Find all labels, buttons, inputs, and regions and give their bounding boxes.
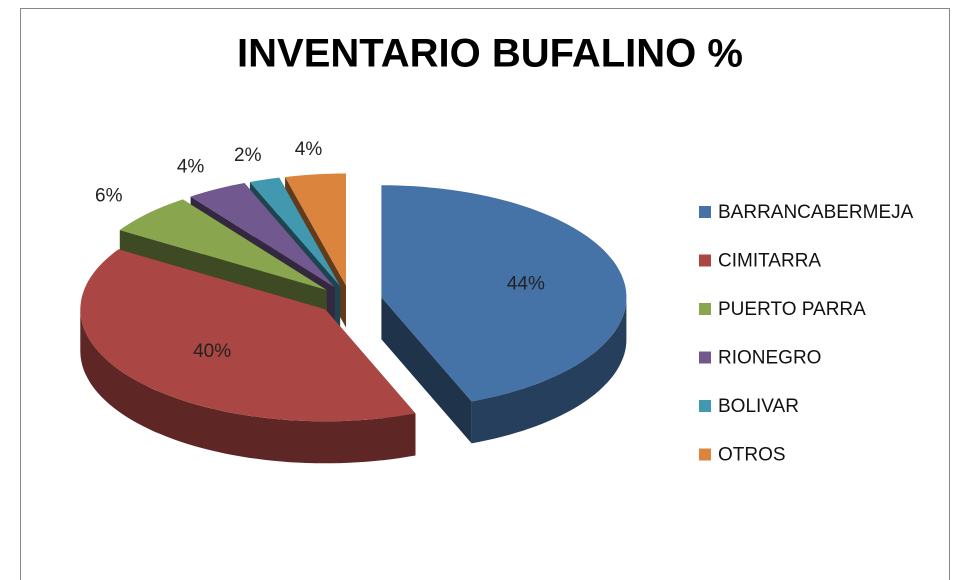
legend-swatch <box>699 351 711 364</box>
legend-label: PUERTO PARRA <box>718 299 866 320</box>
slice <box>381 185 627 444</box>
legend-label: CIMITARRA <box>718 251 821 272</box>
slice-top <box>80 249 416 422</box>
slice-side <box>80 309 416 464</box>
slice-wall <box>381 297 472 444</box>
data-label: 40% <box>193 341 231 362</box>
legend-swatch <box>699 448 711 461</box>
data-label: 4% <box>177 156 205 177</box>
slice-top <box>381 185 627 402</box>
data-label: 4% <box>295 139 323 160</box>
legend-swatch <box>699 206 711 218</box>
chart-title: INVENTARIO BUFALINO % <box>237 32 743 76</box>
legend-label: OTROS <box>718 445 786 466</box>
slice <box>80 249 416 464</box>
legend-label: BOLIVAR <box>718 396 799 417</box>
legend-swatch <box>699 303 711 315</box>
data-label: 2% <box>234 145 262 166</box>
slice-top <box>190 183 335 288</box>
legend-label: BARRANCABERMEJA <box>718 202 914 223</box>
data-label: 44% <box>507 274 545 295</box>
data-label: 6% <box>95 185 123 206</box>
slice-side <box>471 297 627 444</box>
legend-label: RIONEGRO <box>718 348 821 369</box>
slice-top <box>285 173 346 286</box>
slice-top <box>119 199 327 290</box>
slice-top <box>249 177 341 287</box>
legend-swatch <box>699 254 711 267</box>
legend-swatch <box>699 400 711 412</box>
